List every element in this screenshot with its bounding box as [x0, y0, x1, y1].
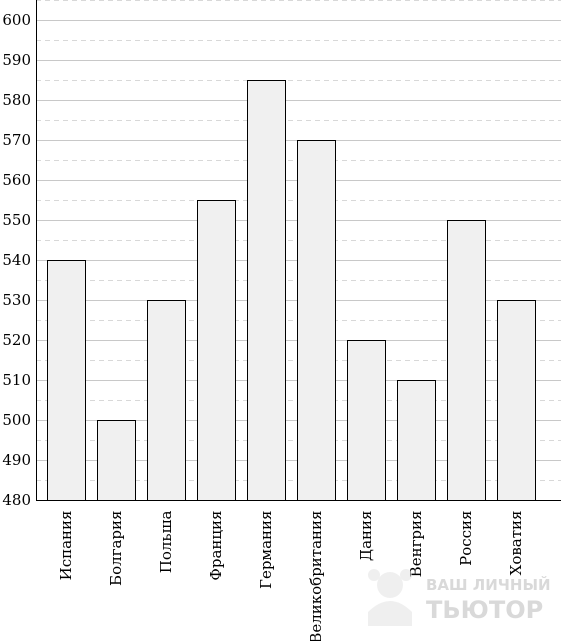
x-tick-label: Великобритания	[307, 511, 325, 641]
bar-2	[97, 420, 136, 501]
y-tick-label: 580	[2, 91, 31, 109]
y-tick-label: 490	[2, 451, 31, 469]
x-tick-label: Испания	[57, 511, 75, 581]
y-tick-label: 500	[2, 411, 31, 429]
y-tick-label: 550	[2, 211, 31, 229]
bar-6	[297, 140, 336, 501]
x-tick-label: Франция	[207, 511, 225, 581]
watermark: ВАШ ЛИЧНЫЙ ТЬЮТОР	[368, 569, 551, 626]
bar-5	[247, 80, 286, 501]
bar-7	[347, 340, 386, 501]
watermark-line2: ТЬЮТОР	[426, 596, 543, 624]
x-tick-label: Болгария	[107, 511, 125, 586]
bar-1	[47, 260, 86, 501]
bar-9	[447, 220, 486, 501]
x-tick-label: Венгрия	[407, 511, 425, 578]
x-tick-label: Дания	[357, 511, 375, 562]
bar-4	[197, 200, 236, 501]
bars	[47, 80, 536, 501]
x-tick-label: Польша	[157, 510, 175, 573]
y-tick-label: 560	[2, 171, 31, 189]
y-tick-label: 570	[2, 131, 31, 149]
watermark-line1: ВАШ ЛИЧНЫЙ	[426, 575, 551, 594]
y-tick-label: 480	[2, 491, 31, 509]
bar-3	[147, 300, 186, 501]
y-tick-label: 540	[2, 251, 31, 269]
y-tick-label: 530	[2, 291, 31, 309]
bar-8	[397, 380, 436, 501]
y-tick-label: 600	[2, 11, 31, 29]
y-tick-labels: 480 490 500 510 520 530 540 550 560 570 580 590 600	[2, 11, 31, 509]
y-tick-label: 510	[2, 371, 31, 389]
x-tick-label: Германия	[257, 511, 275, 589]
y-tick-label: 590	[2, 51, 31, 69]
y-tick-label: 520	[2, 331, 31, 349]
x-tick-label: Ховатия	[507, 511, 525, 576]
watermark-logo-icon	[368, 569, 412, 626]
bar-10	[497, 300, 536, 501]
x-tick-labels: Испания Болгария Польша Франция Германия Вели…	[57, 510, 525, 641]
axes	[36, 0, 561, 501]
x-tick-label: Россия	[457, 511, 475, 566]
